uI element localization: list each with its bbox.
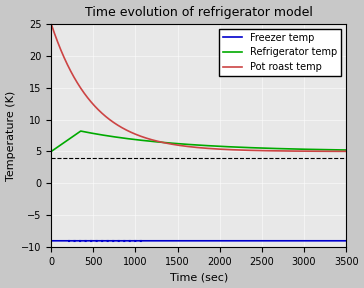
Pot roast temp	[344, 150, 348, 153]
Legend: Freezer temp, Refrigerator temp, Pot roast temp: Freezer temp, Refrigerator temp, Pot roa…	[219, 29, 341, 76]
Refrigerator temp	[335, 148, 340, 151]
Freezer temp	[185, 239, 189, 242]
Y-axis label: Temperature (K): Temperature (K)	[5, 90, 16, 181]
Refrigerator temp	[64, 139, 68, 143]
Pot roast temp	[193, 145, 197, 149]
Freezer temp	[49, 239, 54, 242]
Freezer temp	[335, 239, 340, 242]
Freezer temp	[281, 239, 286, 242]
Refrigerator temp	[49, 150, 54, 153]
Refrigerator temp	[344, 148, 348, 152]
Freezer temp	[335, 239, 340, 242]
Refrigerator temp	[336, 148, 340, 151]
Freezer temp	[64, 239, 68, 242]
Pot roast temp	[335, 149, 340, 153]
Pot roast temp	[49, 22, 54, 26]
X-axis label: Time (sec): Time (sec)	[170, 272, 228, 283]
Title: Time evolution of refrigerator model: Time evolution of refrigerator model	[85, 5, 313, 18]
Freezer temp	[193, 239, 197, 242]
Pot roast temp	[64, 60, 68, 64]
Refrigerator temp	[193, 143, 197, 147]
Line: Pot roast temp: Pot roast temp	[51, 24, 346, 151]
Line: Refrigerator temp: Refrigerator temp	[51, 131, 346, 151]
Refrigerator temp	[79, 129, 83, 133]
Refrigerator temp	[281, 147, 286, 150]
Pot roast temp	[335, 149, 340, 153]
Pot roast temp	[185, 145, 189, 148]
Refrigerator temp	[185, 143, 189, 146]
Freezer temp	[344, 239, 348, 242]
Pot roast temp	[281, 149, 286, 153]
